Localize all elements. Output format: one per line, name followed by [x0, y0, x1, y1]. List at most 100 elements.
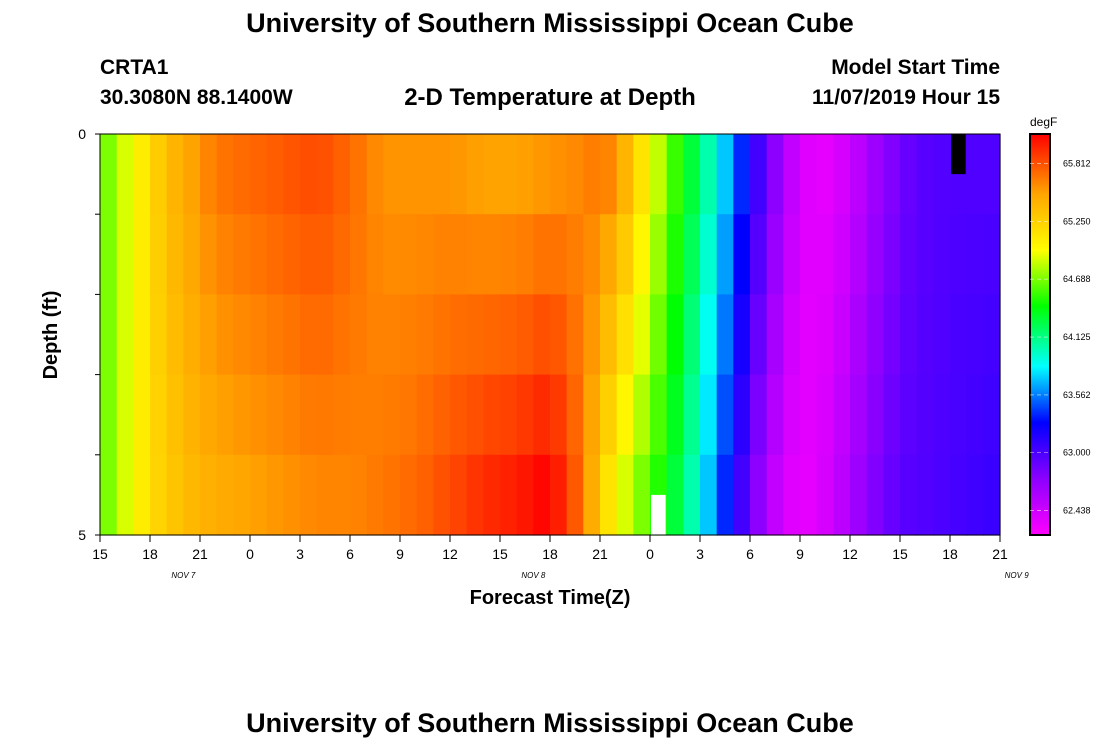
heatmap-cell: [433, 214, 451, 295]
heatmap-cell: [216, 454, 234, 536]
heatmap-cell: [100, 134, 118, 215]
heatmap-cell: [766, 134, 784, 215]
heatmap-cell: [466, 374, 484, 456]
missing-data-markers: [651, 134, 966, 535]
heatmap-cell: [250, 454, 268, 536]
heatmap-cell: [316, 454, 334, 536]
heatmap-cell: [116, 454, 134, 536]
heatmap-cell: [750, 134, 768, 215]
heatmap-cell: [566, 374, 584, 456]
heatmap-cell: [716, 374, 734, 456]
heatmap-cell: [416, 134, 434, 215]
heatmap-cell: [533, 294, 551, 376]
heatmap-cell: [333, 134, 351, 215]
heatmap-cell: [416, 454, 434, 536]
heatmap-cell: [950, 214, 968, 295]
heatmap-cell: [633, 214, 651, 295]
y-axis: 05: [78, 126, 100, 543]
heatmap-cell: [883, 134, 901, 215]
heatmap-cell: [283, 454, 301, 536]
heatmap-cell: [466, 134, 484, 215]
heatmap-cell: [966, 454, 984, 536]
x-tick-label: 18: [942, 546, 958, 562]
heatmap-cell: [233, 294, 251, 376]
heatmap-cell: [450, 214, 468, 295]
heatmap-cell: [216, 214, 234, 295]
heatmap-cell: [750, 294, 768, 376]
heatmap-cell: [900, 294, 918, 376]
heatmap-cell: [166, 454, 184, 536]
heatmap-cell: [233, 134, 251, 215]
x-tick-label: 6: [346, 546, 354, 562]
heatmap-cell: [966, 374, 984, 456]
heatmap-cell: [916, 454, 934, 536]
heatmap-cell: [166, 134, 184, 215]
x-tick-label: 6: [746, 546, 754, 562]
heatmap-cell: [483, 374, 501, 456]
x-axis: 15 18 21 0 3 6 9 12 15 18 21 0 3 6 9 12 15 18 21 NOV 7 NOV 8…: [92, 535, 1029, 580]
heatmap-cell: [150, 214, 168, 295]
colorbar-tick-label: 62.438: [1063, 506, 1091, 516]
heatmap-cell: [816, 374, 834, 456]
heatmap-cell: [300, 214, 318, 295]
heatmap-cell: [383, 294, 401, 376]
heatmap-cell: [316, 134, 334, 215]
heatmap-cell: [366, 294, 384, 376]
heatmap-cell: [566, 214, 584, 295]
heatmap-cell: [650, 214, 668, 295]
heatmap-cell: [183, 214, 201, 295]
heatmap-cell: [350, 214, 368, 295]
heatmap-cell: [666, 454, 684, 536]
heatmap-cell: [233, 374, 251, 456]
heatmap-cell: [150, 134, 168, 215]
x-tick-label: 0: [246, 546, 254, 562]
heatmap-cell: [466, 214, 484, 295]
x-tick-label: 21: [992, 546, 1008, 562]
heatmap-cell: [850, 294, 868, 376]
heatmap-cell: [333, 374, 351, 456]
heatmap-cell: [833, 374, 851, 456]
heatmap-cell: [550, 134, 568, 215]
heatmap-cell: [500, 374, 518, 456]
x-tick-label: 18: [142, 546, 158, 562]
heatmap-cell: [766, 374, 784, 456]
heatmap-cell: [833, 454, 851, 536]
heatmap-cell: [750, 374, 768, 456]
heatmap-cell: [450, 294, 468, 376]
heatmap-cell: [766, 294, 784, 376]
heatmap-cell: [666, 294, 684, 376]
heatmap-cell: [550, 294, 568, 376]
heatmap-cell: [533, 454, 551, 536]
heatmap-cell: [500, 294, 518, 376]
heatmap-cell: [900, 454, 918, 536]
heatmap-cell: [716, 454, 734, 536]
heatmap-cell: [566, 134, 584, 215]
heatmap-cell: [350, 454, 368, 536]
colorbar: degF 62.438 63.000 63.562 64.125 64.688 65.25…: [1029, 115, 1091, 536]
colorbar-tick-label: 65.812: [1063, 159, 1091, 169]
heatmap-cell: [683, 134, 701, 215]
heatmap-cell: [850, 134, 868, 215]
heatmap-cell: [133, 294, 151, 376]
heatmap-cell: [983, 134, 1001, 215]
heatmap-cell: [133, 374, 151, 456]
heatmap-cell: [583, 374, 601, 456]
heatmap-cell: [383, 214, 401, 295]
heatmap-cell: [300, 374, 318, 456]
heatmap-cell: [166, 374, 184, 456]
heatmap-cell: [550, 214, 568, 295]
heatmap-cell: [616, 294, 634, 376]
heatmap-cell: [700, 374, 718, 456]
heatmap-cell: [683, 294, 701, 376]
heatmap-cell: [400, 454, 418, 536]
heatmap-cell: [733, 134, 751, 215]
heatmap-cell: [383, 374, 401, 456]
heatmap-cell: [833, 134, 851, 215]
heatmap-cell: [733, 374, 751, 456]
heatmap-cell: [316, 214, 334, 295]
x-tick-label: 12: [842, 546, 858, 562]
heatmap-cell: [600, 134, 618, 215]
heatmap-cell: [416, 374, 434, 456]
heatmap-cell: [816, 214, 834, 295]
heatmap-cell: [116, 374, 134, 456]
